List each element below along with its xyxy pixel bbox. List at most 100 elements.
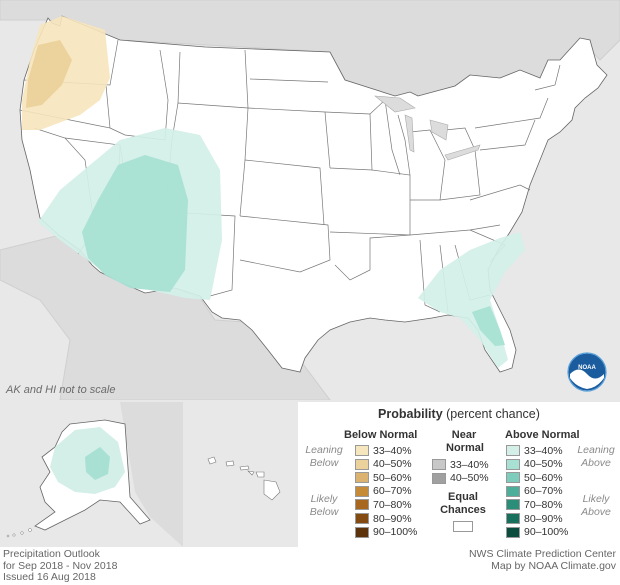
below-normal-item-label: 40–50%	[373, 458, 412, 471]
near-normal-item-swatch	[432, 459, 446, 470]
main-map-panel: AK and HI not to scale NOAA	[0, 0, 620, 400]
below-normal-item-label: 90–100%	[373, 526, 418, 539]
above-normal-item-swatch	[506, 445, 520, 456]
above-normal-item-label: 70–80%	[524, 498, 563, 511]
below-normal-item-swatch	[355, 513, 369, 524]
near-normal-item-swatch	[432, 472, 446, 484]
legend-title-rest: (percent chance)	[446, 407, 540, 421]
above-normal-item-swatch	[506, 458, 520, 470]
below-normal-item-swatch	[355, 472, 369, 484]
likely-above-label: Likely Above	[574, 493, 618, 519]
leaning-below-label: Leaning Below	[303, 444, 345, 470]
below-normal-item-label: 60–70%	[373, 485, 412, 498]
below-normal-item-row: 50–60%	[355, 471, 412, 484]
leaning-above-label: Leaning Above	[574, 444, 618, 470]
lake-superior	[374, 95, 416, 113]
below-normal-item-label: 33–40%	[373, 444, 412, 457]
legend-title: Probability (percent chance)	[298, 407, 620, 421]
near-normal-heading-line2: Normal	[446, 442, 484, 454]
near-normal-heading: Near Normal	[446, 429, 484, 455]
noaa-logo: NOAA	[567, 352, 607, 392]
outlook-info: Precipitation Outlook for Sep 2018 - Nov…	[3, 548, 118, 584]
likely-below-line2: Below	[309, 506, 339, 518]
above-normal-item-row: 33–40%	[506, 444, 563, 457]
legend-title-bold: Probability	[378, 407, 443, 421]
below-normal-item-label: 70–80%	[373, 498, 412, 511]
below-normal-heading: Below Normal	[344, 429, 418, 441]
hawaii-inset	[186, 402, 296, 547]
above-normal-item-row: 50–60%	[506, 471, 563, 484]
alaska-inset	[0, 402, 183, 547]
above-normal-item-row: 70–80%	[506, 498, 563, 511]
below-normal-item-swatch	[355, 485, 369, 497]
conus-map	[0, 0, 620, 400]
likely-below-label: Likely Below	[303, 493, 345, 519]
above-normal-heading: Above Normal	[505, 429, 580, 441]
likely-below-line1: Likely	[310, 493, 338, 505]
near-normal-item-label: 33–40%	[450, 458, 489, 471]
below-normal-item-swatch	[355, 499, 369, 511]
alaska-above-40-50	[85, 447, 110, 480]
below-normal-item-swatch	[355, 526, 369, 538]
lake-erie	[444, 144, 481, 161]
leaning-below-line2: Below	[309, 457, 339, 469]
near-normal-item-row: 33–40%	[432, 458, 489, 471]
footer: Precipitation Outlook for Sep 2018 - Nov…	[0, 547, 620, 585]
above-normal-item-label: 50–60%	[524, 471, 563, 484]
equal-chances-label: Equal Chances	[436, 491, 490, 517]
above-normal-item-label: 33–40%	[524, 444, 563, 457]
above-normal-40-50-florida	[472, 306, 505, 346]
above-normal-item-swatch	[506, 472, 520, 484]
leaning-below-line1: Leaning	[305, 444, 343, 456]
above-normal-item-swatch	[506, 513, 520, 524]
above-normal-item-swatch	[506, 526, 520, 538]
above-normal-item-label: 80–90%	[524, 512, 563, 525]
noaa-logo-text: NOAA	[578, 365, 596, 371]
below-normal-item-row: 70–80%	[355, 498, 412, 511]
aleutian-islands	[6, 528, 32, 538]
above-normal-item-row: 60–70%	[506, 485, 563, 498]
credit-cpc: NWS Climate Prediction Center	[468, 548, 616, 560]
above-normal-item-label: 90–100%	[524, 526, 569, 539]
legend-panel: Probability (percent chance) Below Norma…	[298, 402, 620, 547]
below-normal-40-50-region	[26, 40, 72, 108]
equal-chances-line1: Equal	[448, 491, 478, 503]
outlook-issued-date: Issued 16 Aug 2018	[3, 571, 96, 583]
above-normal-item-swatch	[506, 485, 520, 497]
below-normal-item-row: 60–70%	[355, 485, 412, 498]
leaning-above-line2: Above	[581, 457, 611, 469]
canada-west-landmass	[120, 402, 183, 547]
credit-climate-gov: Map by NOAA Climate.gov	[491, 559, 616, 572]
below-normal-item-label: 50–60%	[373, 471, 412, 484]
above-normal-40-50-southwest	[82, 155, 188, 292]
below-normal-item-label: 80–90%	[373, 512, 412, 525]
below-normal-item-row: 80–90%	[355, 512, 412, 525]
equal-chances-line2: Chances	[440, 504, 486, 516]
outlook-title: Precipitation Outlook	[3, 548, 100, 560]
below-normal-item-row: 40–50%	[355, 458, 412, 471]
below-normal-item-swatch	[355, 445, 369, 456]
leaning-above-line1: Leaning	[577, 444, 615, 456]
credits: NWS Climate Prediction Center Map by NOA…	[468, 548, 616, 572]
hawaii-islands	[207, 456, 281, 501]
likely-above-line2: Above	[581, 506, 611, 518]
hawaii-map	[186, 402, 296, 547]
alaska-map	[0, 402, 183, 547]
above-normal-item-row: 90–100%	[506, 526, 569, 539]
lake-michigan	[404, 114, 415, 153]
above-normal-item-row: 40–50%	[506, 458, 563, 471]
near-normal-item-label: 40–50%	[450, 472, 489, 485]
likely-above-line1: Likely	[582, 493, 610, 505]
equal-chances-swatch	[453, 521, 473, 532]
near-normal-item-row: 40–50%	[432, 472, 489, 485]
above-normal-item-label: 40–50%	[524, 458, 563, 471]
outlook-period: for Sep 2018 - Nov 2018	[3, 559, 118, 572]
below-normal-item-row: 90–100%	[355, 526, 418, 539]
lake-huron	[429, 119, 449, 141]
near-normal-heading-line1: Near	[451, 429, 477, 441]
scale-note: AK and HI not to scale	[6, 384, 116, 396]
above-normal-item-swatch	[506, 499, 520, 511]
above-normal-item-label: 60–70%	[524, 485, 563, 498]
above-normal-item-row: 80–90%	[506, 512, 563, 525]
below-normal-item-swatch	[355, 458, 369, 470]
